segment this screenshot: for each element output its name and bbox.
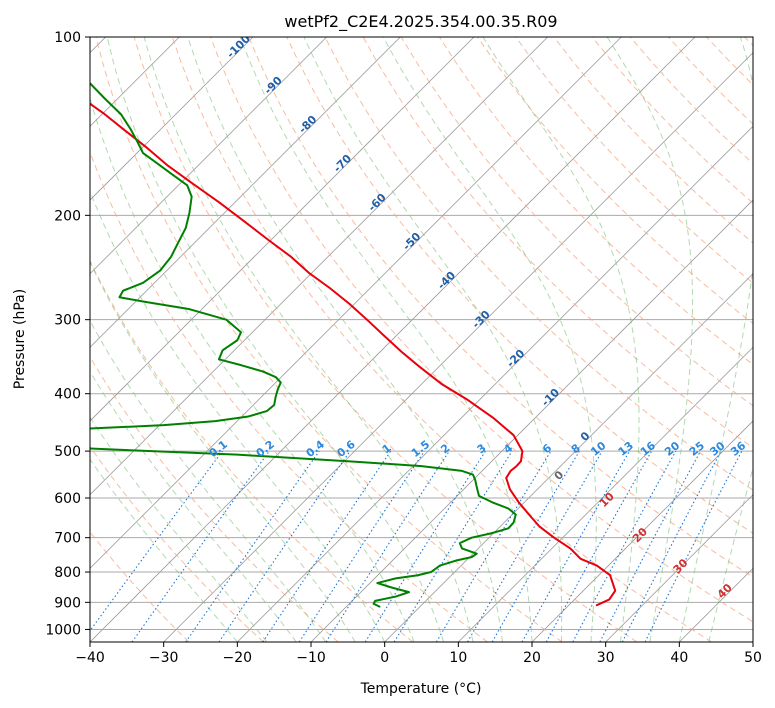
mixing-ratio-lines — [90, 450, 743, 642]
mixing-ratio-line — [521, 450, 630, 642]
x-tick-label: 50 — [744, 650, 762, 666]
mixing-ratio-line — [218, 450, 351, 642]
mixing-ratio-line — [545, 450, 653, 642]
moist-adiabat — [187, 37, 504, 642]
y-axis-label: Pressure (hPa) — [12, 289, 28, 389]
x-tick-label: −30 — [149, 650, 179, 666]
isotherm-line — [605, 494, 753, 642]
temperature-line — [90, 102, 617, 607]
isotherm-line — [90, 37, 622, 569]
mixing-ratio-line — [572, 450, 677, 642]
moist-adiabats — [90, 37, 753, 642]
moist-adiabat — [678, 37, 753, 642]
moist-adiabat — [106, 37, 445, 642]
isotherm-line — [90, 37, 696, 642]
mixing-ratio-line — [262, 450, 392, 642]
sounding-series — [90, 81, 617, 608]
isotherm-line — [90, 37, 401, 348]
dry-adiabat — [324, 37, 753, 491]
dry-adiabat — [210, 37, 753, 623]
y-tick-label: 1000 — [45, 622, 81, 638]
isotherm-line — [163, 52, 753, 642]
y-tick-label: 300 — [54, 313, 81, 329]
moist-adiabat — [90, 260, 356, 642]
mixing-ratio-line — [131, 450, 270, 642]
isotherm-line — [90, 37, 254, 201]
x-axis-ticks: −40 −30 −20 −10 0 10 20 30 40 50 — [75, 642, 762, 666]
plot-frame — [89, 36, 754, 643]
y-tick-label: 800 — [54, 565, 81, 581]
chart-title: wetPf2_C2E4.2025.354.00.35.R09 — [284, 12, 557, 32]
plot-area: 0.1 0.2 0.4 0.6 1 1.5 2 3 4 6 8 10 13 16 20 25 30 36-100-… — [90, 37, 753, 642]
dry-adiabat — [248, 37, 753, 578]
isotherm-line — [90, 37, 548, 496]
x-tick-label: 20 — [523, 650, 541, 666]
dry-adiabat — [90, 356, 339, 642]
isotherm-line — [531, 420, 753, 642]
isotherm-gridlines — [90, 37, 753, 642]
moist-adiabat — [482, 37, 640, 642]
moist-adiabat — [90, 370, 297, 642]
moist-adiabat — [90, 319, 327, 642]
moist-adiabat — [239, 37, 533, 642]
x-tick-label: 0 — [380, 650, 389, 666]
moist-adiabat — [90, 189, 386, 642]
mixing-ratio-line — [325, 450, 450, 642]
moist-adiabat — [90, 96, 415, 642]
isotherm-line — [384, 273, 753, 642]
y-tick-label: 600 — [54, 491, 81, 507]
isotherm-line — [90, 37, 327, 275]
moist-adiabat — [143, 37, 474, 642]
x-tick-label: −20 — [223, 650, 253, 666]
dry-adiabat — [515, 37, 753, 284]
x-tick-label: −40 — [75, 650, 105, 666]
moist-adiabat — [303, 37, 563, 642]
dry-adiabat — [90, 445, 264, 642]
y-tick-label: 700 — [54, 531, 81, 547]
y-tick-label: 200 — [54, 208, 81, 224]
mixing-ratio-line — [90, 450, 223, 632]
dry-adiabat — [95, 37, 563, 642]
dry-adiabats — [90, 37, 753, 642]
isotherm-line — [90, 37, 475, 422]
x-tick-label: 10 — [449, 650, 467, 666]
y-tick-label: 500 — [54, 444, 81, 460]
y-tick-label: 400 — [54, 387, 81, 403]
moist-adiabat — [606, 37, 694, 642]
mixing-ratio-line — [393, 450, 513, 642]
y-axis-ticks: 100 200 300 400 500 600 700 800 900 1000 — [45, 30, 90, 638]
dry-adiabat — [171, 37, 712, 642]
isobar-gridlines — [90, 37, 753, 630]
dry-adiabat — [90, 259, 414, 642]
mixing-ratio-line — [185, 450, 320, 642]
dewpoint-line — [90, 81, 517, 608]
moist-adiabat — [382, 37, 597, 642]
x-tick-label: −10 — [296, 650, 326, 666]
moist-adiabat — [708, 465, 753, 642]
isotherm-line — [237, 125, 753, 642]
dry-adiabat — [286, 37, 753, 534]
moist-adiabat — [90, 458, 238, 642]
x-tick-label: 40 — [670, 650, 688, 666]
x-tick-label: 30 — [597, 650, 615, 666]
dry-adiabat — [133, 37, 638, 642]
mixing-ratio-line — [298, 450, 425, 642]
mixing-ratio-line — [644, 450, 743, 642]
y-tick-label: 900 — [54, 595, 81, 611]
x-axis-label: Temperature (°C) — [360, 681, 482, 697]
y-tick-label: 100 — [54, 30, 81, 46]
moist-adiabat — [90, 416, 268, 642]
